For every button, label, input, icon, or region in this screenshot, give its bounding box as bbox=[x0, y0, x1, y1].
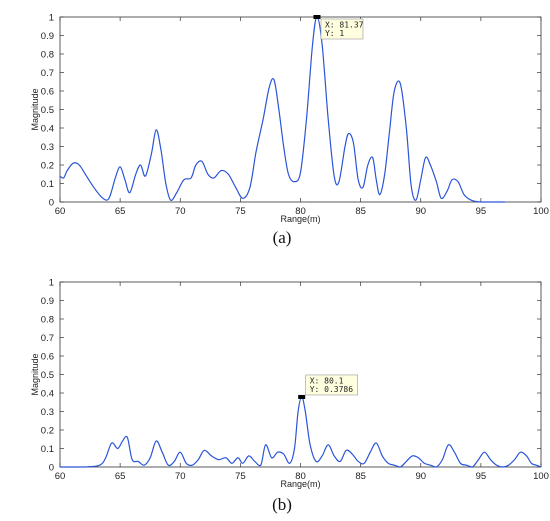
x-tick-label: 70 bbox=[175, 206, 186, 217]
y-tick-label: 0.2 bbox=[41, 161, 54, 172]
y-tick-label: 0.1 bbox=[41, 444, 54, 455]
x-tick-label: 85 bbox=[355, 206, 366, 217]
x-tick-label: 80 bbox=[295, 471, 306, 482]
y-tick-label: 0.4 bbox=[41, 389, 54, 400]
datatip-marker bbox=[313, 15, 321, 19]
x-tick-label: 65 bbox=[115, 206, 126, 217]
datatip-box bbox=[305, 374, 359, 396]
x-tick-label: 95 bbox=[476, 206, 487, 217]
magnitude-line bbox=[59, 16, 505, 203]
datatip[interactable]: X: 80.1 Y: 0.3786 bbox=[298, 374, 359, 399]
x-tick-label: 70 bbox=[175, 471, 186, 482]
x-tick-label: 85 bbox=[355, 471, 366, 482]
y-axis-ticks: 0 0.1 0.2 0.3 0.4 0.5 0.6 0.7 0.8 0.9 1 bbox=[41, 13, 541, 209]
y-tick-label: 0.8 bbox=[41, 50, 54, 61]
plot-frame bbox=[59, 281, 542, 468]
x-axis-label: Range(m) bbox=[280, 214, 320, 224]
y-tick-label: 0.7 bbox=[41, 68, 54, 79]
y-tick-label: 0.6 bbox=[41, 352, 54, 363]
x-tick-label: 90 bbox=[415, 471, 426, 482]
x-axis-ticks: 60 65 70 75 80 85 90 95 100 bbox=[55, 282, 549, 482]
y-tick-label: 1 bbox=[49, 278, 54, 289]
y-tick-label: 0.3 bbox=[41, 142, 54, 153]
datatip-y: Y: 1 bbox=[325, 29, 344, 38]
datatip[interactable]: X: 81.37 Y: 1 bbox=[313, 15, 364, 40]
y-tick-label: 0.9 bbox=[41, 31, 54, 42]
x-tick-label: 80 bbox=[295, 206, 306, 217]
y-tick-label: 1 bbox=[49, 13, 54, 24]
y-tick-label: 0.7 bbox=[41, 333, 54, 344]
x-tick-label: 100 bbox=[533, 206, 549, 217]
x-axis-label: Range(m) bbox=[280, 479, 320, 489]
x-tick-label: 90 bbox=[415, 206, 426, 217]
x-tick-label: 60 bbox=[55, 206, 66, 217]
y-tick-label: 0.4 bbox=[41, 124, 54, 135]
y-tick-label: 0.5 bbox=[41, 105, 54, 116]
magnitude-line bbox=[59, 396, 542, 468]
x-tick-label: 95 bbox=[476, 471, 487, 482]
y-tick-label: 0.8 bbox=[41, 315, 54, 326]
y-tick-label: 0 bbox=[49, 463, 54, 474]
y-tick-label: 0.9 bbox=[41, 296, 54, 307]
x-tick-label: 100 bbox=[533, 471, 549, 482]
y-tick-label: 0.3 bbox=[41, 407, 54, 418]
chart-panel-b: 0 0.1 0.2 0.3 0.4 0.5 0.6 0.7 0.8 0.9 1 60 65 70 75 80… bbox=[30, 278, 549, 515]
chart-panel-a: 0 0.1 0.2 0.3 0.4 0.5 0.6 0.7 0.8 0.9 1 60 65 70 75 80… bbox=[30, 13, 549, 248]
y-tick-label: 0 bbox=[49, 198, 54, 209]
y-tick-label: 0.2 bbox=[41, 426, 54, 437]
y-tick-label: 0.5 bbox=[41, 370, 54, 381]
y-axis-ticks: 0 0.1 0.2 0.3 0.4 0.5 0.6 0.7 0.8 0.9 1 bbox=[41, 278, 541, 474]
y-axis-label: Magnitude bbox=[30, 88, 40, 130]
datatip-box bbox=[320, 18, 364, 40]
datatip-x: X: 81.37 bbox=[325, 21, 364, 30]
datatip-y: Y: 0.3786 bbox=[310, 385, 354, 394]
x-tick-label: 75 bbox=[235, 206, 246, 217]
x-tick-label: 65 bbox=[115, 471, 126, 482]
x-tick-label: 60 bbox=[55, 471, 66, 482]
y-tick-label: 0.1 bbox=[41, 179, 54, 190]
caption-b: (b) bbox=[272, 495, 292, 514]
caption-a: (a) bbox=[273, 228, 292, 247]
y-tick-label: 0.6 bbox=[41, 87, 54, 98]
datatip-marker bbox=[298, 394, 306, 399]
x-tick-label: 75 bbox=[235, 471, 246, 482]
y-axis-label: Magnitude bbox=[30, 353, 40, 395]
datatip-x: X: 80.1 bbox=[310, 376, 344, 385]
x-axis-ticks: 60 65 70 75 80 85 90 95 100 bbox=[55, 17, 549, 217]
